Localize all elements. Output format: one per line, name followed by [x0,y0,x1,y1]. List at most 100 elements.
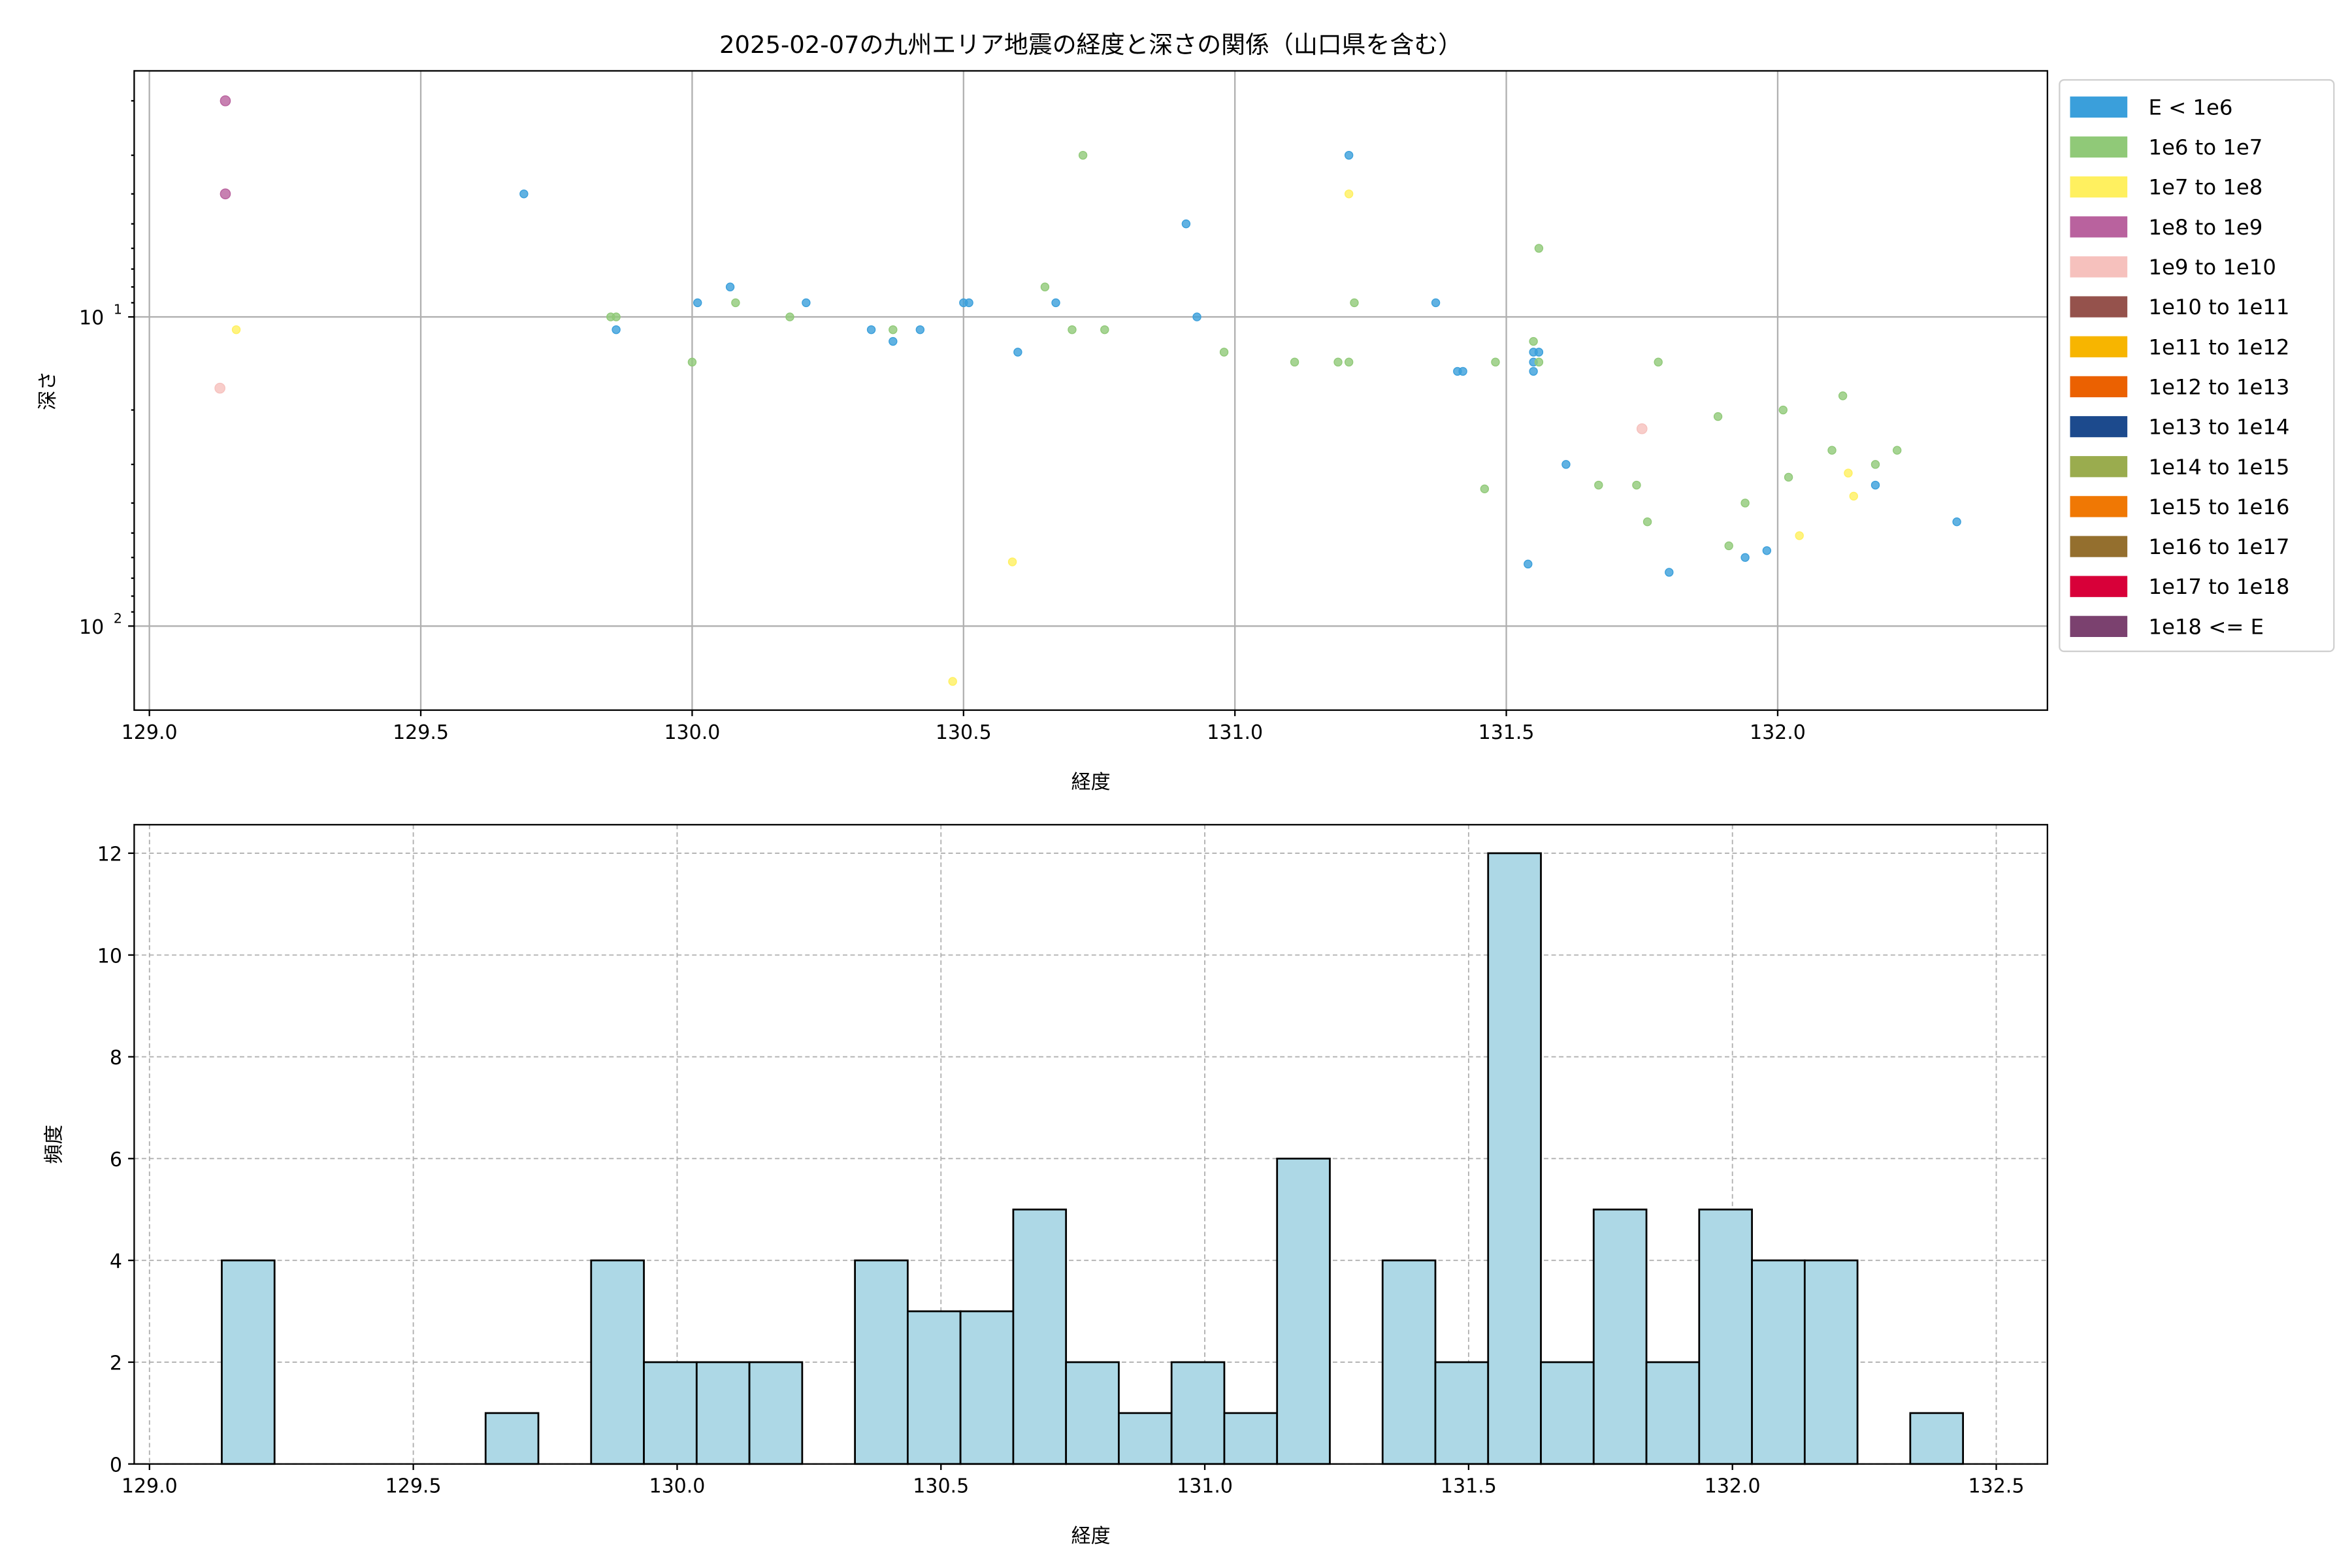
x-tick-label: 129.0 [122,1475,178,1498]
histogram-bar [1434,1361,1490,1465]
y-tick-label: 0 [110,1454,122,1477]
legend-swatch [2070,216,2128,238]
legend-label: 1e13 to 1e14 [2148,415,2289,440]
scatter-point [1778,405,1788,415]
x-tick-label: 131.5 [1478,721,1535,744]
legend-swatch [2070,336,2128,357]
histogram-bar [1065,1361,1120,1465]
scatter-point [1534,348,1544,357]
scatter-point [1870,480,1880,490]
legend-label: 1e16 to 1e17 [2148,534,2289,559]
legend-swatch [2070,615,2128,637]
histogram-bar [221,1259,276,1465]
legend-swatch [2070,256,2128,278]
scatter-point [1844,468,1853,478]
scatter-point [1529,367,1538,376]
x-tick-label: 129.5 [385,1475,442,1498]
scatter-point [1713,412,1723,421]
x-tick-label: 130.0 [664,721,720,744]
x-tick-label: 132.0 [1750,721,1806,744]
legend-swatch [2070,456,2128,478]
y-tick-label: 2 [110,1352,122,1375]
scatter-plot: 129.0 129.5 130.0 130.5 131.0 131.5 132.0 10 1 10… [37,31,2335,794]
scatter-point [1524,559,1533,569]
histogram-bar [695,1361,751,1465]
histogram-bar [590,1259,645,1465]
scatter-point [1636,423,1648,434]
scatter-point [1068,325,1077,335]
scatter-point [1665,568,1674,577]
histogram-plot: 129.0 129.5 130.0 130.5 131.0 131.5 132.0 132.5… [42,824,2048,1548]
plot-area [134,71,2048,710]
y-tick-exponent: 2 [114,611,122,627]
scatter-point [1344,189,1354,199]
legend-label: 1e15 to 1e16 [2148,495,2289,519]
histogram-bar [1276,1157,1331,1465]
scatter-point [1893,446,1902,455]
legend-swatch [2070,136,2128,158]
scatter-point [612,312,621,321]
histogram-bar [1118,1412,1173,1465]
scatter-point [1458,367,1467,376]
scatter-point [693,298,702,308]
scatter-point [1529,336,1538,346]
legend-label: 1e14 to 1e15 [2148,455,2289,480]
histogram-bar [959,1310,1015,1465]
scatter-point [1480,484,1490,494]
x-tick-label: 131.0 [1177,1475,1233,1498]
legend-swatch [2070,376,2128,398]
legend: E < 1e6 1e6 to 1e7 1e7 to 1e8 1e8 to 1e9 1e9… [2059,79,2335,653]
y-tick-label: 8 [110,1047,122,1070]
scatter-point [1290,357,1299,367]
histogram-bar [643,1361,698,1465]
scatter-point [964,298,973,308]
y-tick-label: 10 [79,616,104,639]
scatter-point [1838,391,1848,400]
scatter-point [1724,541,1733,551]
scatter-point [948,677,957,686]
legend-swatch [2070,176,2128,198]
scatter-point [1007,557,1017,566]
legend-label: 1e12 to 1e13 [2148,374,2289,399]
scatter-point [1827,446,1837,455]
scatter-point [1431,298,1441,308]
scatter-point [1870,460,1880,469]
y-axis-label: 深さ [37,371,59,410]
x-tick-label: 130.5 [936,721,992,744]
x-tick-label: 129.0 [122,721,178,744]
scatter-point [687,357,697,367]
scatter-point [1219,348,1229,357]
x-tick-label: 130.5 [913,1475,969,1498]
histogram-bar [854,1259,909,1465]
axes-frame [133,70,2048,711]
histogram-bar [1909,1412,1965,1465]
scatter-point [1181,219,1191,229]
histogram-bar [1487,852,1542,1465]
x-tick-label: 132.5 [1968,1475,2025,1498]
scatter-point [1642,517,1652,527]
x-tick-label: 130.0 [649,1475,705,1498]
scatter-point [231,325,241,335]
scatter-point [1740,553,1750,562]
x-tick-label: 131.5 [1441,1475,1497,1498]
legend-swatch [2070,96,2128,118]
legend-label: 1e10 to 1e11 [2148,295,2289,319]
chart-title: 2025-02-07の九州エリア地震の経度と深さの関係（山口県を含む） [719,31,1462,59]
scatter-point [889,325,898,335]
scatter-point [1795,531,1804,540]
scatter-point [725,282,735,291]
x-tick-label: 132.0 [1705,1475,1761,1498]
scatter-point [1784,472,1793,482]
y-tick-label: 10 [79,307,104,330]
x-axis-label: 経度 [1071,1525,1111,1548]
scatter-point [1561,460,1571,469]
axes-frame [133,824,2048,1465]
histogram-bar [748,1361,804,1465]
histogram-bar [1645,1361,1701,1465]
y-tick-label: 12 [97,843,122,866]
scatter-point [785,312,794,321]
legend-swatch [2070,576,2128,597]
scatter-point [802,298,811,308]
scatter-point [1762,546,1772,555]
